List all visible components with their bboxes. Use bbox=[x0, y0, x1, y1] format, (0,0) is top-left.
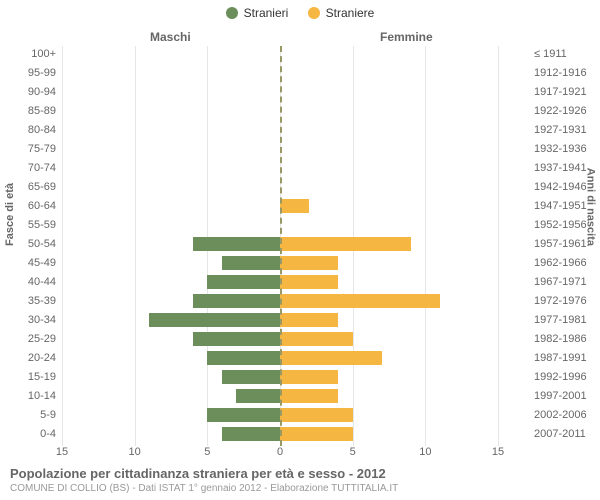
bar-female bbox=[280, 332, 353, 346]
bar-female bbox=[280, 294, 440, 308]
y-label-age: 25-29 bbox=[0, 332, 56, 346]
x-tick: 15 bbox=[492, 446, 504, 458]
y-label-year: 1997-2001 bbox=[534, 389, 594, 403]
y-label-age: 80-84 bbox=[0, 123, 56, 137]
bar-male bbox=[149, 313, 280, 327]
bar-female bbox=[280, 389, 338, 403]
center-axis-line bbox=[280, 46, 282, 446]
y-label-year: 1927-1931 bbox=[534, 123, 594, 137]
x-tick: 5 bbox=[350, 446, 356, 458]
y-label-year: 1932-1936 bbox=[534, 142, 594, 156]
y-label-age: 60-64 bbox=[0, 199, 56, 213]
y-label-year: 1987-1991 bbox=[534, 351, 594, 365]
y-label-year: 1917-1921 bbox=[534, 85, 594, 99]
y-label-age: 20-24 bbox=[0, 351, 56, 365]
bar-male bbox=[193, 332, 280, 346]
bar-male bbox=[207, 275, 280, 289]
x-tick: 10 bbox=[129, 446, 141, 458]
y-label-age: 55-59 bbox=[0, 218, 56, 232]
y-label-year: 1912-1916 bbox=[534, 66, 594, 80]
legend-item-male: Stranieri bbox=[226, 6, 289, 20]
y-label-age: 65-69 bbox=[0, 180, 56, 194]
y-label-age: 5-9 bbox=[0, 408, 56, 422]
bar-male bbox=[222, 256, 280, 270]
plot-area-female bbox=[280, 46, 498, 446]
bar-male bbox=[222, 427, 280, 441]
y-label-age: 30-34 bbox=[0, 313, 56, 327]
y-label-year: 1922-1926 bbox=[534, 104, 594, 118]
bar-male bbox=[207, 408, 280, 422]
y-label-age: 95-99 bbox=[0, 66, 56, 80]
y-label-year: 1982-1986 bbox=[534, 332, 594, 346]
y-label-age: 15-19 bbox=[0, 370, 56, 384]
y-label-year: 1967-1971 bbox=[534, 275, 594, 289]
y-label-year: 2002-2006 bbox=[534, 408, 594, 422]
x-tick: 5 bbox=[204, 446, 210, 458]
bar-male bbox=[222, 370, 280, 384]
legend-swatch-female bbox=[308, 7, 320, 19]
bar-female bbox=[280, 351, 382, 365]
header-female: Femmine bbox=[380, 30, 433, 44]
gridline bbox=[62, 46, 63, 446]
chart-footer: Popolazione per cittadinanza straniera p… bbox=[10, 466, 590, 494]
y-label-age: 10-14 bbox=[0, 389, 56, 403]
y-label-year: 2007-2011 bbox=[534, 427, 594, 441]
y-label-year: 1992-1996 bbox=[534, 370, 594, 384]
legend: Stranieri Straniere bbox=[0, 6, 600, 22]
y-label-year: 1937-1941 bbox=[534, 161, 594, 175]
y-label-year: ≤ 1911 bbox=[534, 47, 594, 61]
bar-female bbox=[280, 275, 338, 289]
plot-area-male bbox=[62, 46, 280, 446]
y-label-age: 85-89 bbox=[0, 104, 56, 118]
y-label-age: 100+ bbox=[0, 47, 56, 61]
population-pyramid-chart: Stranieri Straniere Maschi Femmine Fasce… bbox=[0, 0, 600, 500]
x-tick: 15 bbox=[56, 446, 68, 458]
bar-female bbox=[280, 237, 411, 251]
x-tick: 0 bbox=[277, 446, 283, 458]
y-label-age: 70-74 bbox=[0, 161, 56, 175]
gridline bbox=[135, 46, 136, 446]
bar-female bbox=[280, 256, 338, 270]
legend-swatch-male bbox=[226, 7, 238, 19]
y-label-year: 1957-1961 bbox=[534, 237, 594, 251]
bar-male bbox=[193, 237, 280, 251]
bar-male bbox=[193, 294, 280, 308]
x-tick: 10 bbox=[419, 446, 431, 458]
y-label-year: 1977-1981 bbox=[534, 313, 594, 327]
y-label-age: 50-54 bbox=[0, 237, 56, 251]
y-label-age: 75-79 bbox=[0, 142, 56, 156]
y-label-year: 1972-1976 bbox=[534, 294, 594, 308]
y-label-year: 1942-1946 bbox=[534, 180, 594, 194]
gridline bbox=[498, 46, 499, 446]
bar-female bbox=[280, 313, 338, 327]
bar-male bbox=[236, 389, 280, 403]
legend-item-female: Straniere bbox=[308, 6, 375, 20]
legend-label-male: Stranieri bbox=[244, 6, 289, 20]
bar-female bbox=[280, 370, 338, 384]
y-label-age: 45-49 bbox=[0, 256, 56, 270]
y-label-year: 1962-1966 bbox=[534, 256, 594, 270]
chart-subtitle: COMUNE DI COLLIO (BS) - Dati ISTAT 1° ge… bbox=[10, 483, 590, 494]
y-label-year: 1947-1951 bbox=[534, 199, 594, 213]
header-male: Maschi bbox=[150, 30, 191, 44]
legend-label-female: Straniere bbox=[326, 6, 375, 20]
gridline bbox=[425, 46, 426, 446]
y-label-age: 90-94 bbox=[0, 85, 56, 99]
chart-title: Popolazione per cittadinanza straniera p… bbox=[10, 466, 590, 481]
y-label-age: 35-39 bbox=[0, 294, 56, 308]
y-label-year: 1952-1956 bbox=[534, 218, 594, 232]
bar-female bbox=[280, 199, 309, 213]
y-label-age: 40-44 bbox=[0, 275, 56, 289]
y-label-age: 0-4 bbox=[0, 427, 56, 441]
bar-male bbox=[207, 351, 280, 365]
bar-female bbox=[280, 427, 353, 441]
bar-female bbox=[280, 408, 353, 422]
